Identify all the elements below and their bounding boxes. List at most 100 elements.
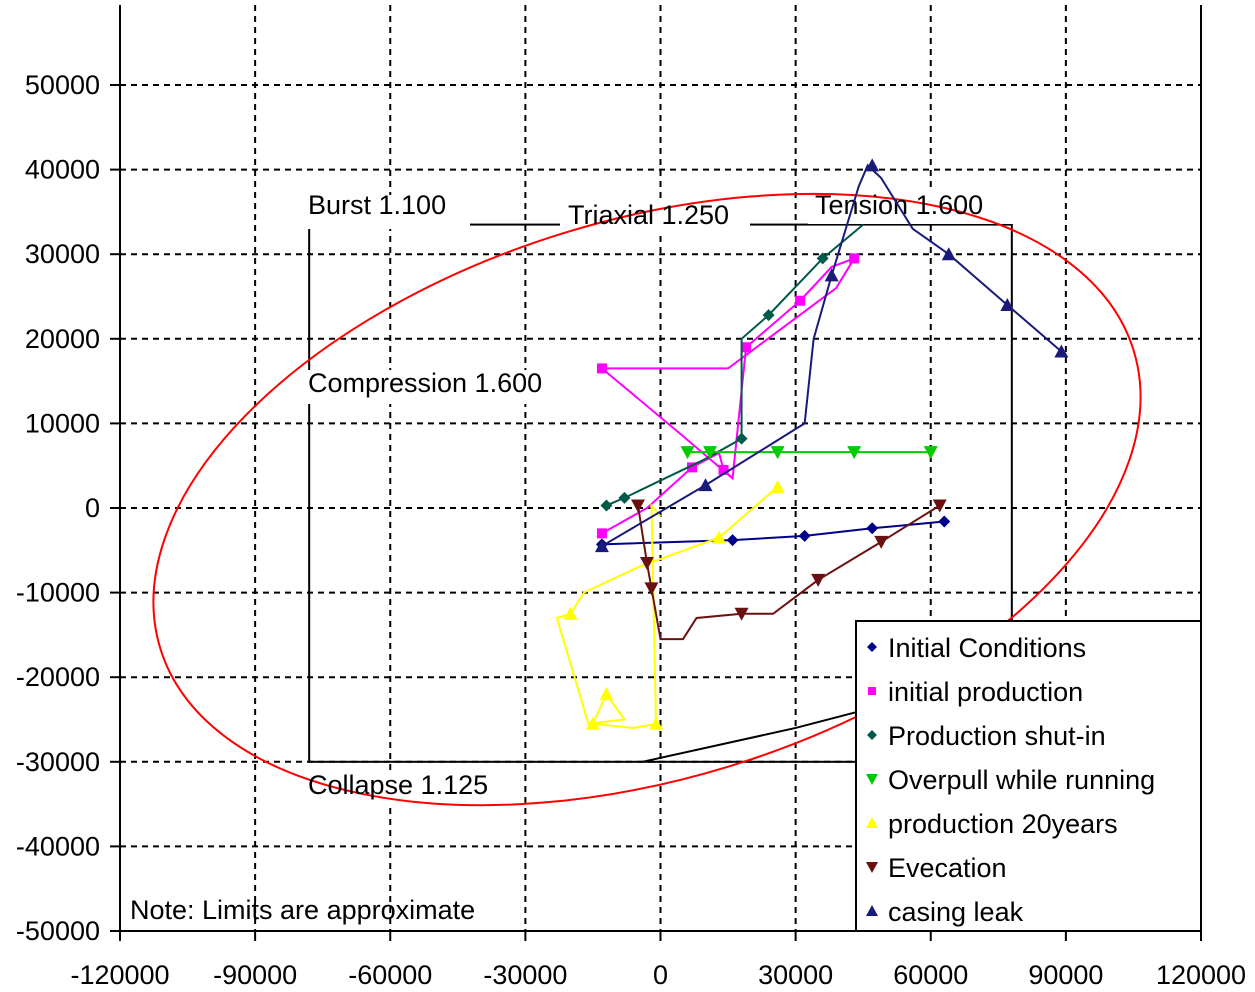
label-background — [300, 772, 520, 806]
note-text: Note: Limits are approximate — [130, 895, 475, 925]
y-tick-label: -20000 — [16, 662, 100, 692]
legend-marker — [868, 687, 876, 695]
data-point — [741, 342, 752, 353]
data-point — [630, 499, 645, 513]
data-point — [795, 295, 806, 306]
x-tick-label: -60000 — [348, 960, 432, 990]
data-point — [648, 716, 663, 730]
y-tick-label: -10000 — [16, 578, 100, 608]
series-production-20years — [555, 479, 785, 730]
legend-box — [855, 620, 1202, 932]
y-tick-label: -50000 — [16, 916, 100, 946]
x-tick-label: 120000 — [1156, 960, 1246, 990]
data-point — [762, 309, 775, 322]
data-point — [1054, 344, 1069, 358]
series-line — [601, 163, 1063, 547]
series-line — [606, 223, 864, 507]
data-point — [938, 515, 951, 528]
legend-label: Overpull while running — [888, 765, 1155, 795]
burst-label: Burst 1.100 — [308, 190, 446, 220]
series-line — [599, 256, 857, 535]
series-production-shut-in — [600, 223, 864, 512]
series-evecation — [630, 499, 947, 641]
series-line — [555, 486, 779, 729]
data-point — [798, 529, 811, 542]
data-point — [594, 539, 609, 553]
data-point — [563, 606, 578, 620]
x-tick-label: -120000 — [70, 960, 169, 990]
limit-labels: Burst 1.100 Triaxial 1.250 Tension 1.600… — [130, 190, 983, 925]
legend-label: Production shut-in — [888, 721, 1106, 751]
data-point — [698, 478, 713, 492]
series-overpull-while-running — [680, 446, 938, 460]
data-point — [600, 499, 613, 512]
data-point — [770, 479, 785, 493]
y-tick-label: 20000 — [25, 324, 100, 354]
legend-marker — [867, 730, 877, 740]
y-tick-label: 0 — [85, 493, 100, 523]
series-initial-production — [596, 253, 860, 539]
y-tick-label: -30000 — [16, 747, 100, 777]
collapse-label: Collapse 1.125 — [308, 770, 488, 800]
data-point — [585, 716, 600, 730]
legend-label: production 20years — [888, 809, 1118, 839]
data-point — [618, 491, 631, 504]
x-tick-label: 30000 — [758, 960, 833, 990]
legend-marker — [866, 862, 878, 873]
data-point — [824, 268, 839, 282]
data-point — [923, 446, 938, 460]
legend: Initial Conditions initial production Prod… — [855, 620, 1202, 932]
data-point — [847, 446, 862, 460]
data-series — [555, 158, 1069, 730]
series-line — [601, 520, 945, 546]
label-background — [300, 195, 470, 229]
y-tick-label: 50000 — [25, 70, 100, 100]
data-point — [932, 499, 947, 513]
x-tick-label: 60000 — [893, 960, 968, 990]
data-point — [703, 446, 718, 460]
data-point — [811, 573, 826, 587]
data-point — [735, 432, 748, 445]
tick-labels: 50000 40000 30000 20000 10000 0 -10000 -20000 -3… — [16, 70, 1246, 990]
data-point — [599, 687, 614, 701]
x-tick-label: -90000 — [213, 960, 297, 990]
x-tick-label: 90000 — [1028, 960, 1103, 990]
label-background — [560, 200, 750, 234]
data-point — [849, 253, 860, 264]
data-point — [718, 464, 729, 475]
x-tick-label: 0 — [653, 960, 668, 990]
data-point — [816, 252, 829, 265]
triaxial-label: Triaxial 1.250 — [568, 200, 729, 230]
data-point — [770, 446, 785, 460]
data-point — [596, 363, 607, 374]
data-point — [941, 247, 956, 261]
data-point — [644, 582, 659, 596]
data-point — [596, 528, 607, 539]
triaxial-ellipse — [152, 192, 1142, 807]
data-point — [712, 530, 727, 544]
y-tick-label: -40000 — [16, 831, 100, 861]
data-point — [874, 535, 889, 549]
data-point — [734, 607, 749, 621]
y-tick-label: 40000 — [25, 155, 100, 185]
legend-label: Initial Conditions — [888, 633, 1086, 663]
legend-label: casing leak — [888, 897, 1024, 927]
legend-marker — [867, 642, 877, 652]
legend-label: initial production — [888, 677, 1083, 707]
series-casing-leak — [594, 158, 1069, 553]
label-background — [300, 370, 585, 404]
legend-marker — [866, 774, 878, 785]
data-point — [687, 462, 698, 473]
design-limits — [152, 190, 1142, 807]
y-tick-label: 10000 — [25, 408, 100, 438]
data-point — [639, 556, 654, 570]
data-point — [726, 534, 739, 547]
limit-line-bottom — [642, 705, 877, 763]
legend-marker — [866, 817, 878, 828]
data-point — [865, 158, 880, 172]
data-point — [680, 446, 695, 460]
data-point — [1000, 297, 1015, 311]
y-tick-label: 30000 — [25, 239, 100, 269]
x-tick-label: -30000 — [483, 960, 567, 990]
